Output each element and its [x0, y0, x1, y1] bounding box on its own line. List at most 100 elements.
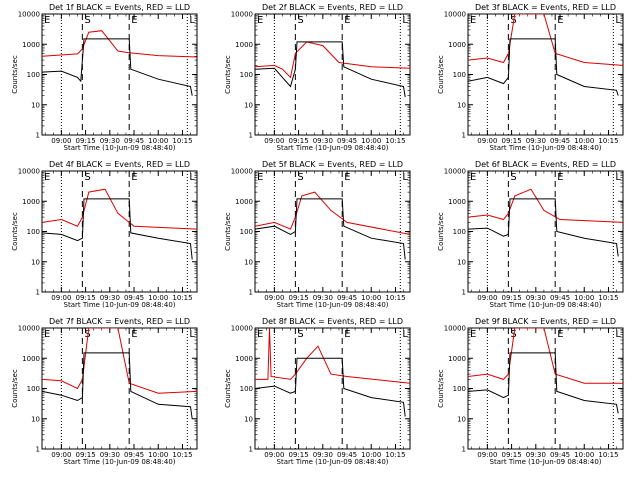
events-series-line	[255, 357, 406, 417]
chart-title: Det 1f BLACK = Events, RED = LLD	[49, 3, 190, 12]
edge-label: E	[257, 172, 263, 183]
marker-label: E	[557, 15, 563, 26]
x-tick-label: 09:30	[100, 294, 120, 302]
chart-panel-1: Det 1f BLACK = Events, RED = LLD 1 10 100 10…	[11, 3, 198, 152]
y-tick-label: 10	[457, 258, 466, 266]
y-tick-label: 10	[244, 415, 253, 423]
y-tick-label: 1	[36, 446, 40, 454]
chart-title: Det 5f BLACK = Events, RED = LLD	[262, 160, 403, 169]
plot-frame	[467, 13, 624, 136]
x-tick-label: 09:00	[51, 451, 71, 459]
x-tick-label: 10:15	[172, 294, 192, 302]
lld-series-line	[255, 328, 410, 384]
x-tick-label: 10:15	[172, 137, 192, 145]
x-tick-label: 10:15	[385, 137, 405, 145]
x-tick-label: 09:30	[100, 137, 120, 145]
lld-series-line	[255, 41, 410, 79]
y-axis-label: Counts/sec	[224, 55, 232, 94]
y-tick-label: 10000	[444, 168, 466, 176]
marker-label: S	[510, 172, 516, 183]
chart-panel-7: Det 7f BLACK = Events, RED = LLD 1 10 100 10…	[11, 317, 198, 466]
x-tick-label: 09:00	[51, 294, 71, 302]
lld-series-line	[42, 30, 197, 58]
x-tick-label: 09:45	[550, 451, 570, 459]
y-tick-label: 100	[240, 71, 253, 79]
events-series-line	[468, 198, 619, 257]
edge-label: L	[402, 172, 408, 183]
marker-label: S	[84, 15, 90, 26]
y-axis-label: Counts/sec	[224, 369, 232, 408]
y-tick-label: 10000	[231, 325, 253, 333]
x-tick-label: 09:15	[289, 451, 309, 459]
marker-label: E	[131, 172, 137, 183]
y-tick-label: 1000	[235, 41, 253, 49]
y-tick-label: 10	[457, 415, 466, 423]
x-axis-label: Start Time (10-Jun-09 08:48:40)	[490, 301, 602, 309]
y-tick-label: 10000	[18, 325, 40, 333]
edge-label: L	[615, 172, 621, 183]
x-axis-label: Start Time (10-Jun-09 08:48:40)	[277, 301, 389, 309]
marker-label: S	[297, 15, 303, 26]
x-tick-label: 09:45	[124, 137, 144, 145]
edge-label: L	[615, 15, 621, 26]
x-tick-label: 10:15	[598, 294, 618, 302]
chart-panel-2: Det 2f BLACK = Events, RED = LLD 1 10 100 10…	[224, 3, 411, 152]
edge-label: E	[470, 172, 476, 183]
plot-frame	[41, 327, 198, 450]
x-axis-label: Start Time (10-Jun-09 08:48:40)	[490, 458, 602, 466]
y-tick-label: 100	[453, 385, 466, 393]
edge-label: L	[402, 15, 408, 26]
y-tick-label: 10	[244, 258, 253, 266]
marker-label: S	[297, 172, 303, 183]
marker-label: E	[344, 172, 350, 183]
x-tick-label: 10:00	[148, 137, 168, 145]
y-tick-label: 10	[31, 258, 40, 266]
y-tick-label: 100	[240, 385, 253, 393]
x-tick-label: 09:15	[502, 137, 522, 145]
x-tick-label: 09:45	[124, 294, 144, 302]
plot-frame	[41, 170, 198, 293]
lld-series-line	[42, 188, 197, 230]
x-tick-label: 10:15	[598, 137, 618, 145]
x-tick-label: 10:15	[598, 451, 618, 459]
chart-title: Det 7f BLACK = Events, RED = LLD	[49, 317, 190, 326]
plot-frame	[467, 170, 624, 293]
events-series-line	[42, 38, 193, 96]
x-tick-label: 10:00	[574, 294, 594, 302]
x-tick-label: 10:15	[385, 294, 405, 302]
x-tick-label: 10:00	[361, 137, 381, 145]
chart-panel-6: Det 6f BLACK = Events, RED = LLD 1 10 100 10…	[437, 160, 624, 309]
y-axis-label: Counts/sec	[11, 369, 19, 408]
y-tick-label: 1	[462, 446, 466, 454]
plot-frame	[254, 170, 411, 293]
y-tick-label: 1	[249, 132, 253, 140]
y-tick-label: 1000	[235, 198, 253, 206]
chart-title: Det 3f BLACK = Events, RED = LLD	[475, 3, 616, 12]
edge-label: L	[189, 329, 195, 340]
y-tick-label: 10	[31, 101, 40, 109]
chart-panel-9: Det 9f BLACK = Events, RED = LLD 1 10 100 10…	[437, 317, 624, 466]
x-tick-label: 10:00	[361, 451, 381, 459]
x-tick-label: 09:00	[51, 137, 71, 145]
edge-label: L	[402, 329, 408, 340]
lld-series-line	[468, 188, 623, 223]
y-tick-label: 10	[457, 101, 466, 109]
chart-panel-8: Det 8f BLACK = Events, RED = LLD 1 10 100 10…	[224, 317, 411, 466]
y-tick-label: 10	[31, 415, 40, 423]
x-tick-label: 09:45	[337, 137, 357, 145]
x-axis-label: Start Time (10-Jun-09 08:48:40)	[277, 144, 389, 152]
x-axis-label: Start Time (10-Jun-09 08:48:40)	[64, 301, 176, 309]
x-tick-label: 10:00	[361, 294, 381, 302]
x-tick-label: 09:00	[477, 294, 497, 302]
x-tick-label: 09:30	[313, 137, 333, 145]
x-tick-label: 09:00	[264, 137, 284, 145]
y-tick-label: 100	[27, 71, 40, 79]
x-tick-label: 10:00	[574, 137, 594, 145]
chart-title: Det 2f BLACK = Events, RED = LLD	[262, 3, 403, 12]
x-tick-label: 09:15	[76, 294, 96, 302]
x-tick-label: 09:00	[264, 294, 284, 302]
y-tick-label: 100	[453, 228, 466, 236]
y-tick-label: 1000	[22, 198, 40, 206]
lld-series-line	[468, 328, 623, 384]
